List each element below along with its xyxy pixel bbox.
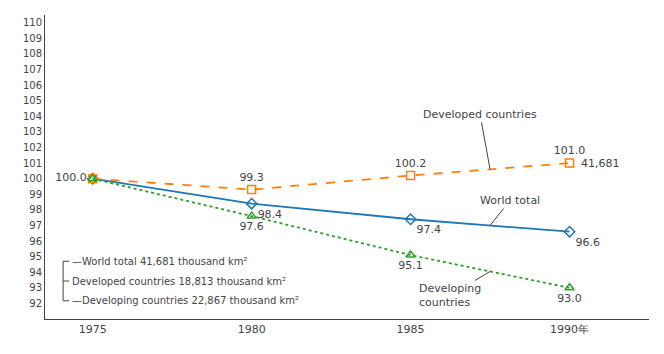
svg-text:106: 106 <box>23 80 42 91</box>
svg-text:Developingcountries: Developingcountries <box>419 282 481 309</box>
svg-text:99.3: 99.3 <box>239 171 264 184</box>
svg-text:101: 101 <box>23 158 42 169</box>
svg-text:World total: World total <box>480 194 540 207</box>
svg-text:97: 97 <box>29 220 42 231</box>
svg-text:96.6: 96.6 <box>576 236 601 249</box>
svg-text:92: 92 <box>29 298 42 309</box>
svg-text:101.0: 101.0 <box>554 144 586 157</box>
svg-text:100: 100 <box>23 173 42 184</box>
svg-text:93: 93 <box>29 282 42 293</box>
svg-text:Developed countries: Developed countries <box>423 108 537 121</box>
svg-text:Developed countries 18,813 tho: Developed countries 18,813 thousand km² <box>72 276 286 287</box>
svg-text:108: 108 <box>23 48 42 59</box>
svg-text:96: 96 <box>29 236 42 247</box>
svg-text:100.2: 100.2 <box>395 157 427 170</box>
svg-text:110: 110 <box>23 17 42 28</box>
svg-text:1990年: 1990年 <box>550 323 589 336</box>
svg-text:93.0: 93.0 <box>557 292 582 305</box>
svg-text:105: 105 <box>23 95 42 106</box>
svg-text:100.0: 100.0 <box>55 171 87 184</box>
svg-text:—Developing countries 22,867 t: —Developing countries 22,867 thousand km… <box>72 295 299 306</box>
svg-text:98: 98 <box>29 204 42 215</box>
svg-text:97.6: 97.6 <box>239 220 264 233</box>
svg-text:94: 94 <box>29 267 42 278</box>
svg-text:95: 95 <box>29 251 42 262</box>
svg-text:99: 99 <box>29 189 42 200</box>
svg-text:98.4: 98.4 <box>258 208 283 221</box>
svg-text:1975: 1975 <box>79 323 107 336</box>
svg-text:102: 102 <box>23 142 42 153</box>
svg-text:—World total 41,681 thousand k: —World total 41,681 thousand km² <box>72 256 248 267</box>
svg-text:41,681: 41,681 <box>581 157 620 170</box>
svg-text:1980: 1980 <box>238 323 266 336</box>
svg-text:1985: 1985 <box>397 323 425 336</box>
svg-text:104: 104 <box>23 111 42 122</box>
svg-text:103: 103 <box>23 126 42 137</box>
svg-text:97.4: 97.4 <box>417 223 442 236</box>
svg-text:109: 109 <box>23 33 42 44</box>
svg-text:107: 107 <box>23 64 42 75</box>
svg-text:95.1: 95.1 <box>398 259 423 272</box>
